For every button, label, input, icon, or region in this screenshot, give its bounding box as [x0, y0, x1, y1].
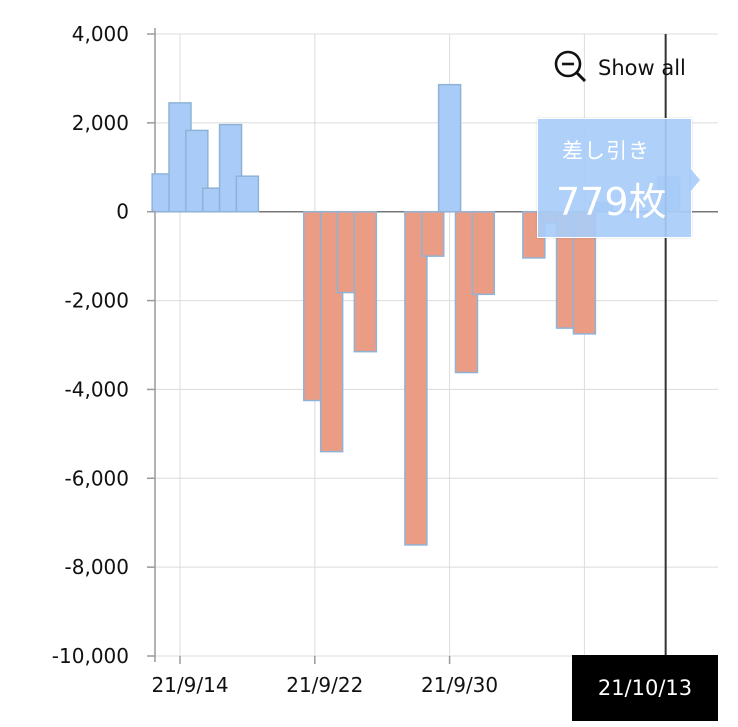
- y-tick-label: 2,000: [72, 111, 129, 135]
- tooltip-title: 差し引き: [562, 139, 650, 163]
- bar[interactable]: [471, 210, 496, 296]
- bars: [151, 83, 681, 546]
- bar[interactable]: [235, 175, 260, 213]
- y-tick-label: 4,000: [72, 22, 129, 46]
- y-tick-label: -2,000: [65, 289, 129, 313]
- y-tick-label: -8,000: [65, 555, 129, 579]
- y-axis-ticks: 4,000 2,000 0 -2,000 -4,000 -6,000 -8,000 -10,0…: [52, 22, 155, 668]
- tooltip-value: 779枚: [556, 180, 667, 224]
- x-tick-label: 21/9/30: [421, 673, 498, 697]
- show-all-button[interactable]: Show all: [552, 48, 686, 88]
- y-tick-label: -4,000: [65, 377, 129, 401]
- value-tooltip: 差し引き 779枚: [537, 118, 692, 238]
- zoom-out-icon: [552, 48, 588, 88]
- bar[interactable]: [421, 210, 445, 257]
- bar[interactable]: [404, 210, 428, 546]
- y-tick-label: 0: [116, 200, 129, 224]
- y-tick-label: -10,000: [52, 644, 129, 668]
- tooltip-arrow: [689, 167, 700, 193]
- y-tick-label: -6,000: [65, 466, 129, 490]
- x-tick-label: 21/9/14: [151, 673, 228, 697]
- show-all-label: Show all: [598, 56, 686, 80]
- x-tick-label: 21/9/22: [286, 673, 363, 697]
- cursor-date-badge: 21/10/13: [572, 655, 718, 721]
- bar[interactable]: [353, 210, 378, 353]
- bar[interactable]: [437, 83, 462, 213]
